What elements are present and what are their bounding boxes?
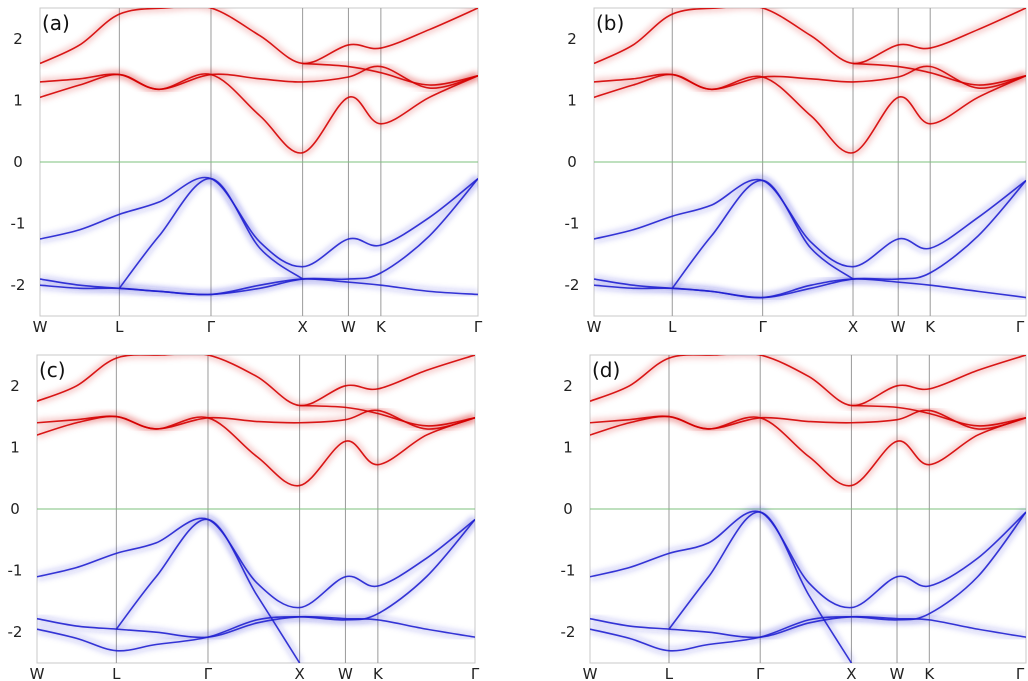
y-tick-label: 1 (567, 91, 577, 109)
panel-label: (c) (39, 358, 66, 382)
x-tick-label: Γ (1016, 665, 1025, 681)
band-line (37, 355, 475, 407)
band-line (40, 8, 478, 65)
band-line (37, 518, 475, 652)
panel-b: -2 -1 0 1 2 W L Γ X W K Γ (b) (565, 7, 1027, 336)
x-tick-label: K (373, 665, 384, 681)
bands (594, 8, 1026, 302)
x-tick-label: Γ (1016, 318, 1025, 336)
x-tick-label: L (112, 665, 121, 681)
band-line (668, 511, 853, 663)
y-tick-label: 0 (563, 500, 573, 518)
x-tick-label: Γ (471, 665, 480, 681)
y-tick-label: 1 (563, 438, 573, 456)
band-line (594, 65, 1026, 91)
x-tick-label: L (115, 318, 124, 336)
band-line (118, 177, 304, 289)
panel-c: -2 -1 0 1 2 W L Γ X W K Γ (c) (8, 354, 480, 681)
y-tick-label: -1 (11, 215, 26, 233)
x-tick-label: W (587, 318, 602, 336)
y-tick-label: 2 (567, 30, 577, 48)
x-tick-label: K (925, 318, 936, 336)
x-tick-label: Γ (204, 665, 213, 681)
panel-label: (b) (596, 11, 624, 35)
y-tick-label: -1 (565, 215, 580, 233)
x-tick-label: K (924, 665, 935, 681)
x-tick-label: W (890, 665, 905, 681)
x-tick-label: W (891, 318, 906, 336)
x-tick-label: L (668, 318, 677, 336)
band-line (594, 8, 1026, 65)
x-tick-label: W (30, 665, 45, 681)
band-line (590, 355, 1026, 407)
y-tick-label: 0 (10, 500, 20, 518)
y-tick-label: 0 (13, 153, 23, 171)
bands (590, 355, 1026, 663)
x-tick-label: L (665, 665, 674, 681)
x-tick-label: W (338, 665, 353, 681)
band-line (590, 511, 1026, 652)
band-line (590, 510, 1026, 609)
x-tick-label: Γ (756, 665, 765, 681)
y-tick-label: -2 (561, 623, 576, 641)
panel-label: (a) (42, 11, 70, 35)
band-line (40, 278, 478, 296)
bands (37, 355, 475, 663)
y-tick-label: -1 (561, 562, 576, 580)
band-line (852, 62, 1026, 86)
x-tick-label: Γ (758, 318, 767, 336)
band-line (37, 517, 475, 609)
x-tick-label: W (341, 318, 356, 336)
band-line (115, 518, 301, 663)
x-tick-label: X (846, 665, 856, 681)
band-line (299, 404, 475, 427)
y-tick-label: -2 (565, 276, 580, 294)
y-tick-label: 0 (567, 153, 577, 171)
y-tick-label: -1 (8, 562, 23, 580)
x-tick-label: W (33, 318, 48, 336)
y-tick-label: 1 (10, 438, 20, 456)
band-line (671, 179, 854, 289)
x-tick-label: W (583, 665, 598, 681)
panel-d: -2 -1 0 1 2 W L Γ X W K Γ (d) (561, 354, 1027, 681)
panel-label: (d) (592, 358, 620, 382)
y-tick-label: 2 (563, 377, 573, 395)
band-line (302, 62, 478, 86)
panel-a: -2 -1 0 1 2 W L Γ X W K Γ (a) (11, 7, 483, 336)
x-tick-label: X (848, 318, 858, 336)
x-tick-label: X (297, 318, 307, 336)
y-tick-label: -2 (8, 623, 23, 641)
band-line (851, 404, 1026, 427)
y-tick-label: -2 (11, 276, 26, 294)
y-tick-label: 2 (13, 30, 23, 48)
y-tick-label: 2 (10, 377, 20, 395)
bands (40, 8, 478, 299)
x-tick-label: Γ (207, 318, 216, 336)
y-tick-label: 1 (13, 91, 23, 109)
band-line (594, 278, 1026, 299)
band-line (40, 65, 478, 91)
x-tick-label: X (294, 665, 304, 681)
x-tick-label: K (376, 318, 387, 336)
x-tick-label: Γ (474, 318, 483, 336)
